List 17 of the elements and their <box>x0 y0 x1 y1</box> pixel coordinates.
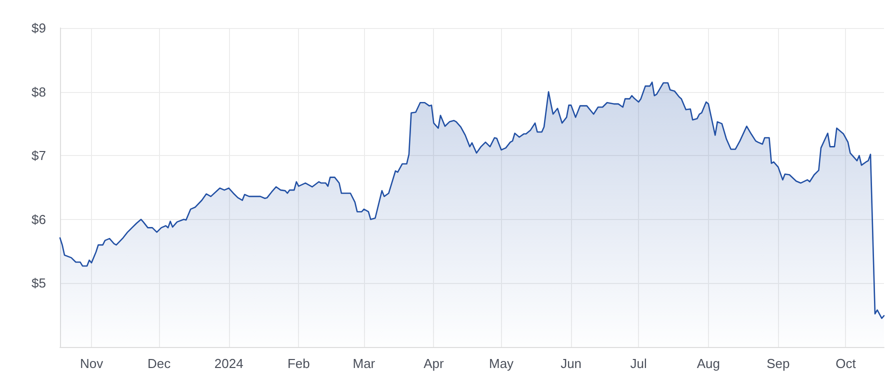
x-tick-label: Aug <box>696 356 720 371</box>
y-tick-label: $9 <box>32 20 46 36</box>
x-tick-label: May <box>488 356 514 371</box>
x-tick-label: 2024 <box>214 356 244 371</box>
x-tick-label: Sep <box>766 356 790 371</box>
y-tick-label: $8 <box>32 84 46 100</box>
x-tick-label: Dec <box>148 356 172 371</box>
y-tick-label: $7 <box>32 148 46 164</box>
y-tick-label: $6 <box>32 212 46 227</box>
x-tick-label: Oct <box>836 356 856 371</box>
x-tick-label: Apr <box>424 356 445 371</box>
x-tick-label: Jun <box>560 356 582 371</box>
x-tick-label: Nov <box>80 356 104 371</box>
x-tick-label: Feb <box>287 356 310 371</box>
y-tick-label: $5 <box>32 276 46 291</box>
x-tick-label: Mar <box>352 356 376 371</box>
x-tick-label: Jul <box>630 356 648 371</box>
